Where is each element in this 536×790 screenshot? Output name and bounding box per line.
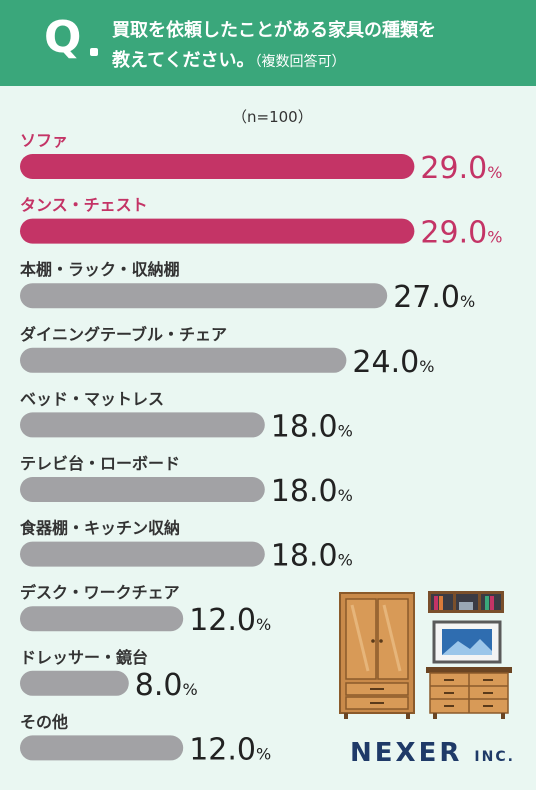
logo-suffix: INC. bbox=[474, 749, 515, 765]
value-unit: % bbox=[256, 744, 271, 763]
question-line-1: 買取を依頼したことがある家具の種類を bbox=[112, 20, 436, 41]
bar bbox=[20, 670, 129, 696]
bar bbox=[20, 541, 265, 567]
bar bbox=[20, 412, 265, 438]
value-label: 12.0% bbox=[189, 732, 271, 767]
value-label: 18.0% bbox=[271, 409, 353, 444]
nexer-logo: NEXER INC. bbox=[350, 738, 515, 768]
value-label: 12.0% bbox=[189, 603, 271, 638]
value-unit: % bbox=[419, 357, 434, 376]
value-label: 8.0% bbox=[135, 668, 198, 703]
q-mark: Q bbox=[44, 12, 82, 63]
category-label: その他 bbox=[20, 712, 68, 731]
bar bbox=[20, 606, 184, 632]
value-unit: % bbox=[487, 163, 502, 182]
category-label: 本棚・ラック・収納棚 bbox=[20, 260, 180, 279]
question-header: Q 買取を依頼したことがある家具の種類を 教えてください。（複数回答可） bbox=[0, 0, 536, 86]
value-label: 27.0% bbox=[393, 280, 475, 315]
value-unit: % bbox=[338, 486, 353, 505]
category-label: ベッド・マットレス bbox=[20, 389, 164, 408]
question-note: （複数回答可） bbox=[254, 54, 346, 70]
value-unit: % bbox=[460, 292, 475, 311]
category-label: ダイニングテーブル・チェア bbox=[20, 325, 227, 344]
value-label: 18.0% bbox=[271, 539, 353, 574]
bar bbox=[20, 735, 184, 761]
bar bbox=[20, 218, 415, 244]
question-line-2: 教えてください。（複数回答可） bbox=[112, 46, 346, 72]
sample-size-note: （n=100） bbox=[232, 108, 313, 126]
value-label: 18.0% bbox=[271, 474, 353, 509]
value-unit: % bbox=[338, 421, 353, 440]
value-label: 29.0% bbox=[420, 151, 502, 186]
value-unit: % bbox=[338, 551, 353, 570]
question-line-2-text: 教えてください。 bbox=[112, 50, 255, 71]
bar bbox=[20, 283, 388, 309]
value-unit: % bbox=[256, 615, 271, 634]
category-label: ドレッサー・鏡台 bbox=[20, 648, 148, 667]
bar bbox=[20, 154, 415, 179]
category-label: タンス・チェスト bbox=[20, 196, 148, 215]
logo-name: NEXER bbox=[350, 738, 463, 768]
bar bbox=[20, 477, 265, 502]
furniture-illustration bbox=[339, 591, 512, 719]
value-label: 24.0% bbox=[352, 345, 434, 380]
category-label: 食器棚・キッチン収納 bbox=[19, 519, 180, 538]
value-label: 29.0% bbox=[420, 216, 502, 251]
value-unit: % bbox=[183, 680, 198, 699]
category-label: テレビ台・ローボード bbox=[20, 454, 180, 473]
category-label: デスク・ワークチェア bbox=[20, 583, 180, 602]
category-label: ソファ bbox=[20, 131, 68, 150]
q-dot bbox=[90, 48, 98, 56]
bar bbox=[20, 347, 347, 373]
value-unit: % bbox=[487, 228, 502, 247]
